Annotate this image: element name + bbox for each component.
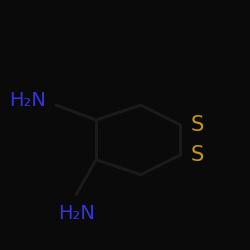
Text: S: S [190, 115, 204, 135]
Text: H₂N: H₂N [10, 91, 46, 110]
Text: S: S [190, 145, 204, 165]
Text: H₂N: H₂N [58, 204, 94, 224]
